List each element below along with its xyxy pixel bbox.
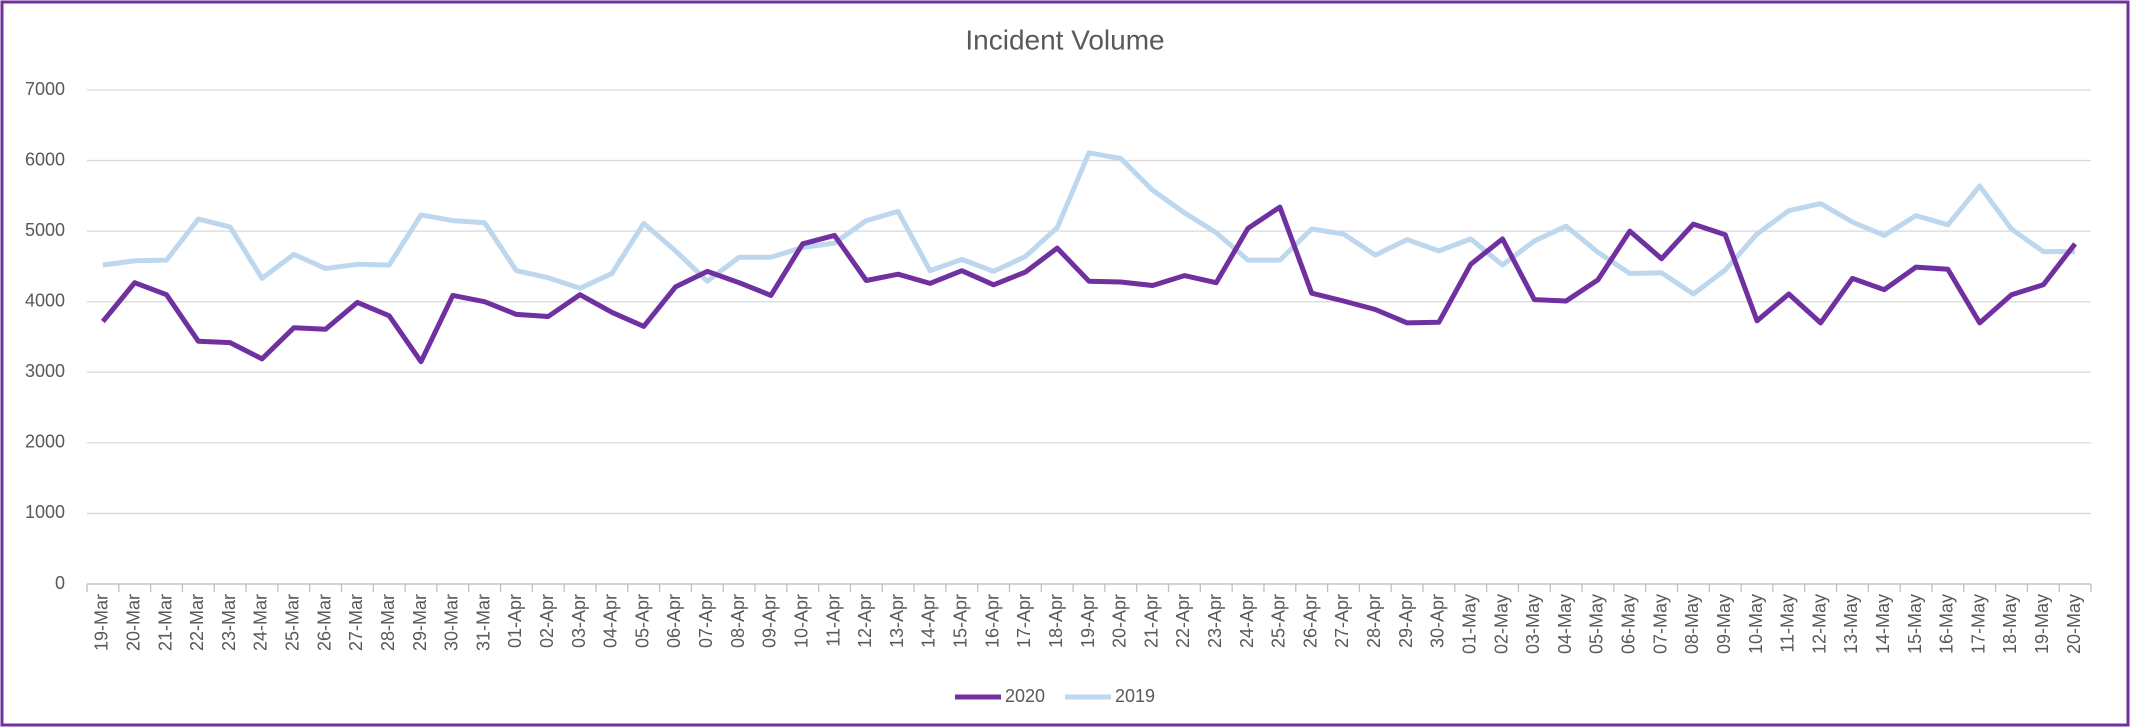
x-tick-label: 23-Mar: [219, 594, 239, 651]
x-tick-label: 04-Apr: [601, 594, 621, 648]
x-tick-label: 19-Apr: [1078, 594, 1098, 648]
y-tick-label: 0: [55, 573, 65, 593]
x-tick-label: 09-Apr: [760, 594, 780, 648]
x-tick-label: 14-Apr: [919, 594, 939, 648]
x-tick-label: 08-May: [1682, 594, 1702, 654]
x-tick-label: 08-Apr: [728, 594, 748, 648]
x-tick-label: 13-May: [1841, 594, 1861, 654]
x-tick-label: 17-Apr: [1014, 594, 1034, 648]
x-tick-label: 06-Apr: [664, 594, 684, 648]
x-tick-label: 07-May: [1650, 594, 1670, 654]
x-tick-label: 09-May: [1714, 594, 1734, 654]
x-tick-label: 15-Apr: [951, 594, 971, 648]
x-tick-label: 21-Apr: [1141, 594, 1161, 648]
x-tick-label: 16-Apr: [982, 594, 1002, 648]
x-tick-label: 12-Apr: [855, 594, 875, 648]
x-tick-label: 22-Apr: [1173, 594, 1193, 648]
y-tick-label: 6000: [25, 149, 65, 169]
x-tick-label: 15-May: [1905, 594, 1925, 654]
x-tick-label: 20-May: [2064, 594, 2084, 654]
x-tick-label: 07-Apr: [696, 594, 716, 648]
line-series: [102, 150, 2076, 297]
x-tick-label: 25-Mar: [283, 594, 303, 651]
x-tick-label: 11-Apr: [823, 594, 843, 647]
x-tick-label: 10-May: [1746, 594, 1766, 654]
x-tick-label: 29-Apr: [1396, 594, 1416, 648]
x-tick-label: 13-Apr: [887, 594, 907, 648]
x-tick-label: 27-Apr: [1332, 594, 1352, 648]
x-tick-label: 20-Apr: [1110, 594, 1130, 648]
x-tick-label: 17-May: [1968, 594, 1988, 654]
x-tick-label: 03-May: [1523, 594, 1543, 654]
x-tick-label: 05-May: [1587, 594, 1607, 654]
x-tick-label: 14-May: [1873, 594, 1893, 654]
x-tick-label: 28-Apr: [1364, 594, 1384, 648]
x-tick-label: 18-Apr: [1046, 594, 1066, 648]
x-tick-label: 06-May: [1619, 594, 1639, 654]
x-tick-label: 31-Mar: [473, 594, 493, 651]
legend-label: 2019: [1115, 686, 1155, 706]
x-tick-label: 21-Mar: [155, 594, 175, 651]
x-tick-label: 11-May: [1778, 594, 1798, 653]
y-tick-label: 7000: [25, 79, 65, 99]
x-tick-label: 01-Apr: [505, 594, 525, 648]
x-tick-label: 24-Mar: [251, 594, 271, 651]
x-tick-label: 03-Apr: [569, 594, 589, 648]
x-tick-label: 27-Mar: [346, 594, 366, 651]
x-tick-label: 25-Apr: [1269, 594, 1289, 648]
x-tick-label: 19-May: [2032, 594, 2052, 654]
x-tick-label: 23-Apr: [1205, 594, 1225, 648]
x-tick-label: 12-May: [1809, 594, 1829, 654]
x-tick-label: 26-Apr: [1300, 594, 1320, 648]
x-tick-label: 20-Mar: [123, 594, 143, 651]
chart-title: Incident Volume: [965, 24, 1164, 55]
y-tick-label: 5000: [25, 220, 65, 240]
x-tick-label: 18-May: [2000, 594, 2020, 654]
y-tick-label: 1000: [25, 502, 65, 522]
x-tick-label: 04-May: [1555, 594, 1575, 654]
x-tick-label: 30-Mar: [442, 594, 462, 651]
x-tick-label: 26-Mar: [314, 594, 334, 651]
x-tick-label: 02-Apr: [537, 594, 557, 648]
x-tick-label: 16-May: [1937, 594, 1957, 654]
x-tick-label: 10-Apr: [791, 594, 811, 648]
x-tick-label: 28-Mar: [378, 594, 398, 651]
y-tick-label: 2000: [25, 432, 65, 452]
x-tick-label: 22-Mar: [187, 594, 207, 651]
x-tick-label: 19-Mar: [92, 594, 112, 651]
legend-label: 2020: [1005, 686, 1045, 706]
y-tick-label: 4000: [25, 290, 65, 310]
x-tick-label: 01-May: [1459, 594, 1479, 654]
x-tick-label: 30-Apr: [1428, 594, 1448, 648]
y-tick-label: 3000: [25, 361, 65, 381]
x-tick-label: 05-Apr: [632, 594, 652, 648]
x-tick-label: 02-May: [1491, 594, 1511, 654]
line-series: [100, 204, 2078, 365]
x-tick-label: 24-Apr: [1237, 594, 1257, 648]
x-tick-label: 29-Mar: [410, 594, 430, 651]
